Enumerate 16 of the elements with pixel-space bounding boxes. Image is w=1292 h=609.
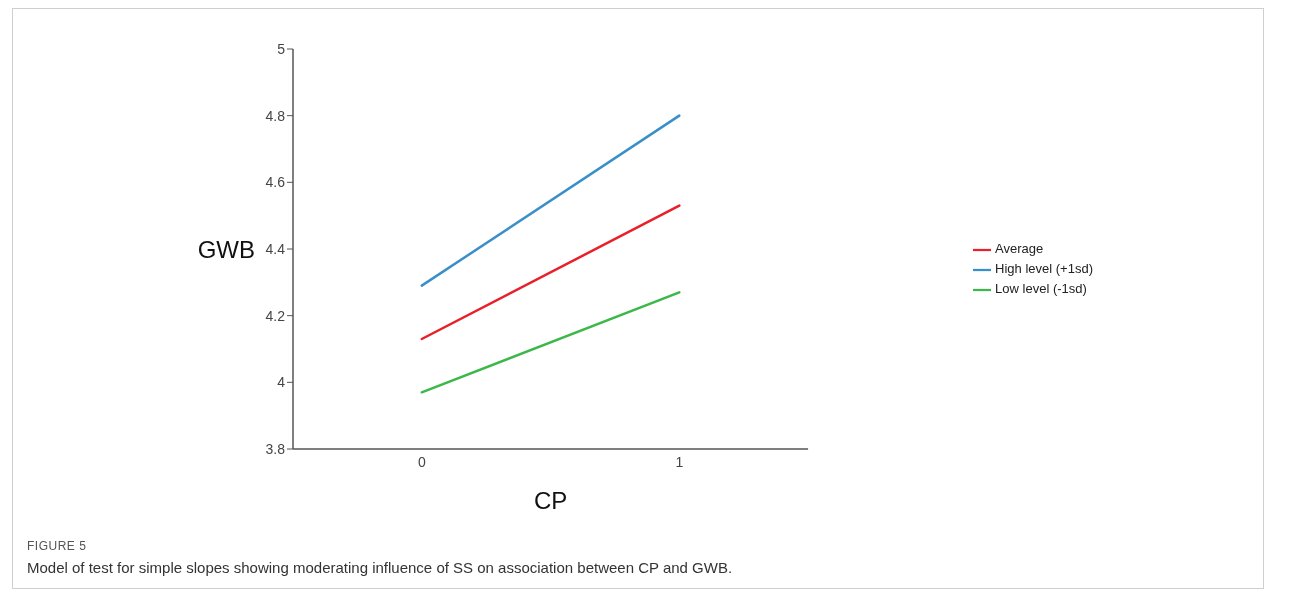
- y-tick-label: 3.8: [265, 440, 286, 457]
- y-tick-label: 4.6: [265, 174, 286, 191]
- legend-label: Average: [995, 241, 1044, 256]
- text: Model of test for simple slopes showing moderating influence of SS on association between CP and GWB.: [27, 559, 734, 576]
- legend-label: Low level (-1sd): [995, 281, 1087, 296]
- y-tick-label: 4: [277, 374, 286, 391]
- y-tick-label: 4.4: [265, 240, 286, 257]
- x-axis-title: CP: [533, 487, 568, 514]
- y-tick-label: 4.2: [265, 307, 286, 324]
- caption: FIGURE 5: [27, 539, 88, 553]
- y-tick-label: 5: [277, 40, 286, 57]
- y-axis-title: GWB: [197, 235, 255, 263]
- x-tick-label: 1: [675, 453, 684, 470]
- x-tick-label: 0: [417, 453, 426, 470]
- y-tick-label: 4.8: [265, 107, 286, 124]
- legend-label: High level (+1sd): [995, 261, 1093, 276]
